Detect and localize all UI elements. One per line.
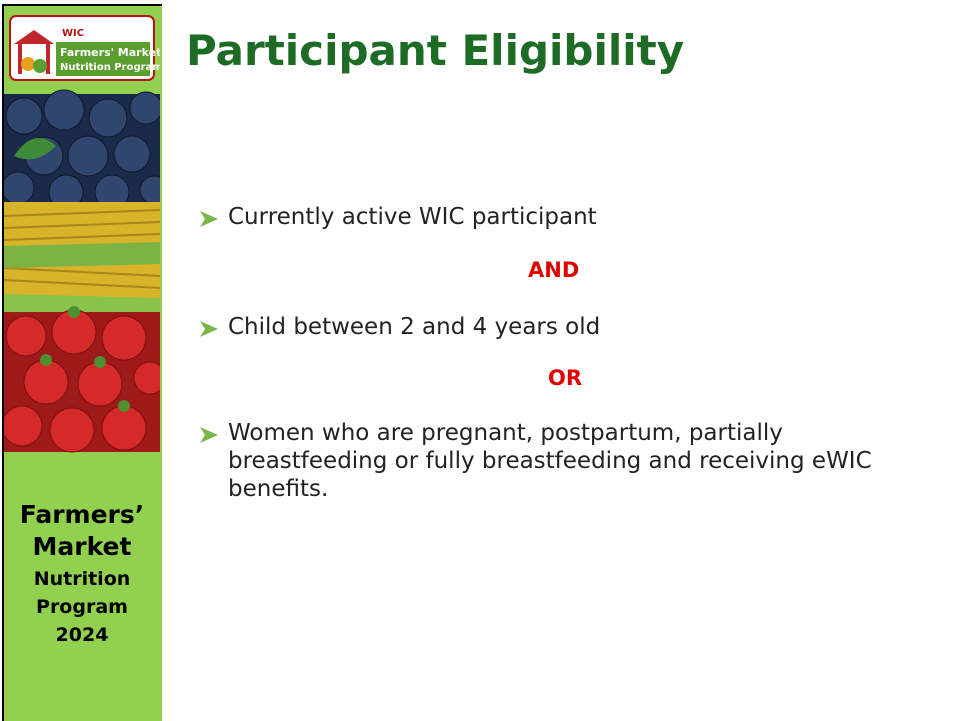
logo-text: Nutrition Program bbox=[60, 62, 160, 73]
connector: OR bbox=[548, 366, 582, 390]
sidebar-art: WIC Farmers' Market Nutrition Program bbox=[4, 6, 160, 456]
sidebar-footer: 2024 bbox=[4, 624, 160, 646]
sidebar-footer: Nutrition bbox=[4, 568, 160, 590]
logo-text: Farmers' Market bbox=[60, 46, 160, 59]
bullet-arrow bbox=[198, 424, 220, 446]
bullet-text: Currently active WIC participant bbox=[228, 203, 908, 231]
bullet-text: Child between 2 and 4 years old bbox=[228, 313, 908, 341]
sidebar-footer: Program bbox=[4, 596, 160, 618]
bullet-arrow bbox=[198, 318, 220, 340]
slide-title: Participant Eligibility bbox=[186, 26, 684, 75]
logo-text: WIC bbox=[62, 28, 84, 39]
connector: AND bbox=[528, 258, 579, 282]
bullet-text: Women who are pregnant, postpartum, part… bbox=[228, 419, 888, 503]
slide: WIC Farmers' Market Nutrition Program Fa… bbox=[0, 0, 953, 719]
sidebar-footer: Farmers’ bbox=[4, 500, 160, 529]
bullet-arrow bbox=[198, 208, 220, 230]
sidebar-footer: Market bbox=[4, 532, 160, 561]
